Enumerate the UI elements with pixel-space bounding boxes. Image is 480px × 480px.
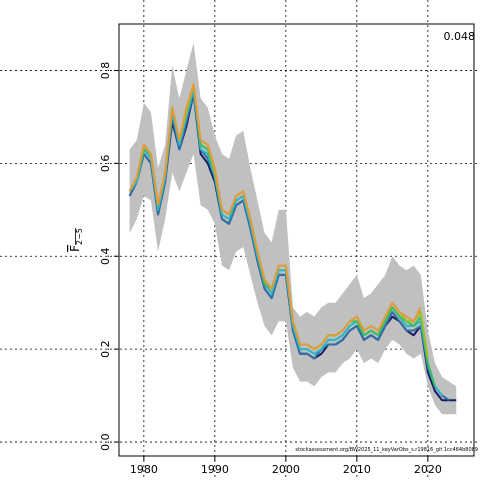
corner-label: 0.048: [444, 30, 476, 43]
y-axis-label: F2−5: [68, 228, 84, 252]
x-axis: 1980 1990 2000 2010 2020: [130, 455, 442, 476]
y-tick-label-0.8: 0.8: [99, 62, 112, 80]
y-tick-label-0.6: 0.6: [99, 155, 112, 173]
footer-text: stockassessment.org/BW2025_11_keyVarObs_…: [295, 447, 478, 453]
y-axis: 0.0 0.2 0.4 0.6 0.8: [99, 62, 120, 451]
x-tick-label-1990: 1990: [201, 463, 229, 476]
x-tick-label-2000: 2000: [272, 463, 300, 476]
series-lines: [128, 83, 457, 402]
y-tick-label-0.4: 0.4: [99, 248, 112, 266]
x-tick-label-1980: 1980: [130, 463, 158, 476]
y-tick-label-0.2: 0.2: [99, 340, 112, 358]
y-axis-label-main: F: [68, 245, 82, 252]
x-tick-label-2020: 2020: [414, 463, 442, 476]
y-tick-label-0.0: 0.0: [99, 433, 112, 451]
confidence-band: [129, 42, 457, 415]
x-tick-label-2010: 2010: [343, 463, 371, 476]
series-line-6: [128, 83, 422, 351]
y-axis-label-sub: 2−5: [75, 228, 84, 245]
confidence-band-area: [129, 42, 457, 415]
